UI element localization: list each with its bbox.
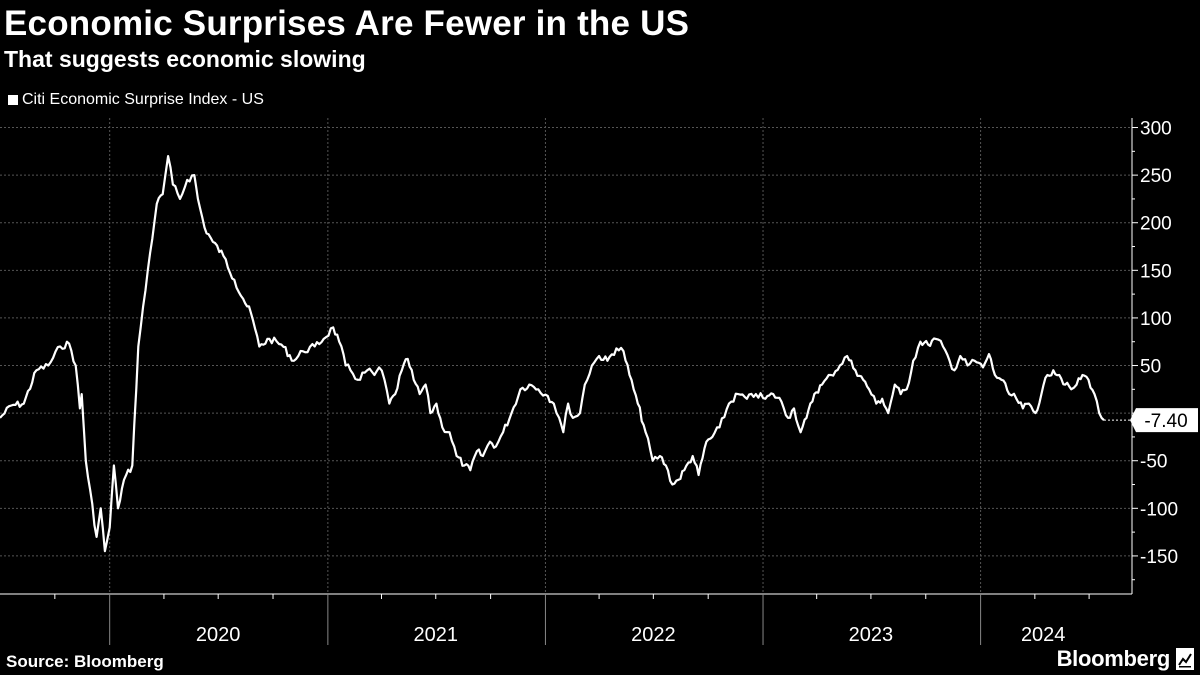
y-tick-label: 250 <box>1140 166 1172 187</box>
x-tick-label: 2020 <box>196 624 241 646</box>
x-tick-label: 2022 <box>631 624 676 646</box>
chart-title: Economic Surprises Are Fewer in the US <box>4 4 690 43</box>
last-value-badge <box>1130 408 1198 433</box>
y-tick-label: -100 <box>1140 499 1178 520</box>
x-tick-label: 2024 <box>1021 624 1066 646</box>
x-tick-label: 2021 <box>414 624 459 646</box>
series-line <box>0 155 1105 553</box>
y-tick-label: 150 <box>1140 261 1172 282</box>
y-tick-label: -50 <box>1140 452 1167 473</box>
y-tick-label: 200 <box>1140 214 1172 235</box>
y-tick-label: -150 <box>1140 547 1178 568</box>
last-value-label: -7.40 <box>1144 411 1187 432</box>
grid-layer <box>0 118 1132 594</box>
legend-label: Citi Economic Surprise Index - US <box>22 91 264 108</box>
x-tick-label: 2023 <box>849 624 894 646</box>
legend-swatch <box>8 95 18 105</box>
line-layer <box>0 155 1105 553</box>
brand-logo: Bloomberg <box>1057 646 1194 672</box>
legend: Citi Economic Surprise Index - US <box>8 91 264 109</box>
axis-layer: 300 250 200 150 100 50 -50 -100 -150 2020 2021 2022… <box>0 118 1178 646</box>
chart-subtitle: That suggests economic slowing <box>4 46 366 72</box>
source-note: Source: Bloomberg <box>6 652 164 671</box>
bloomberg-chart-icon <box>1176 648 1194 670</box>
label-layer: -7.40 <box>1104 408 1198 433</box>
brand-name: Bloomberg <box>1056 646 1171 671</box>
y-tick-label: 100 <box>1140 309 1172 330</box>
y-tick-label: 50 <box>1140 357 1161 378</box>
y-tick-label: 300 <box>1140 119 1172 140</box>
